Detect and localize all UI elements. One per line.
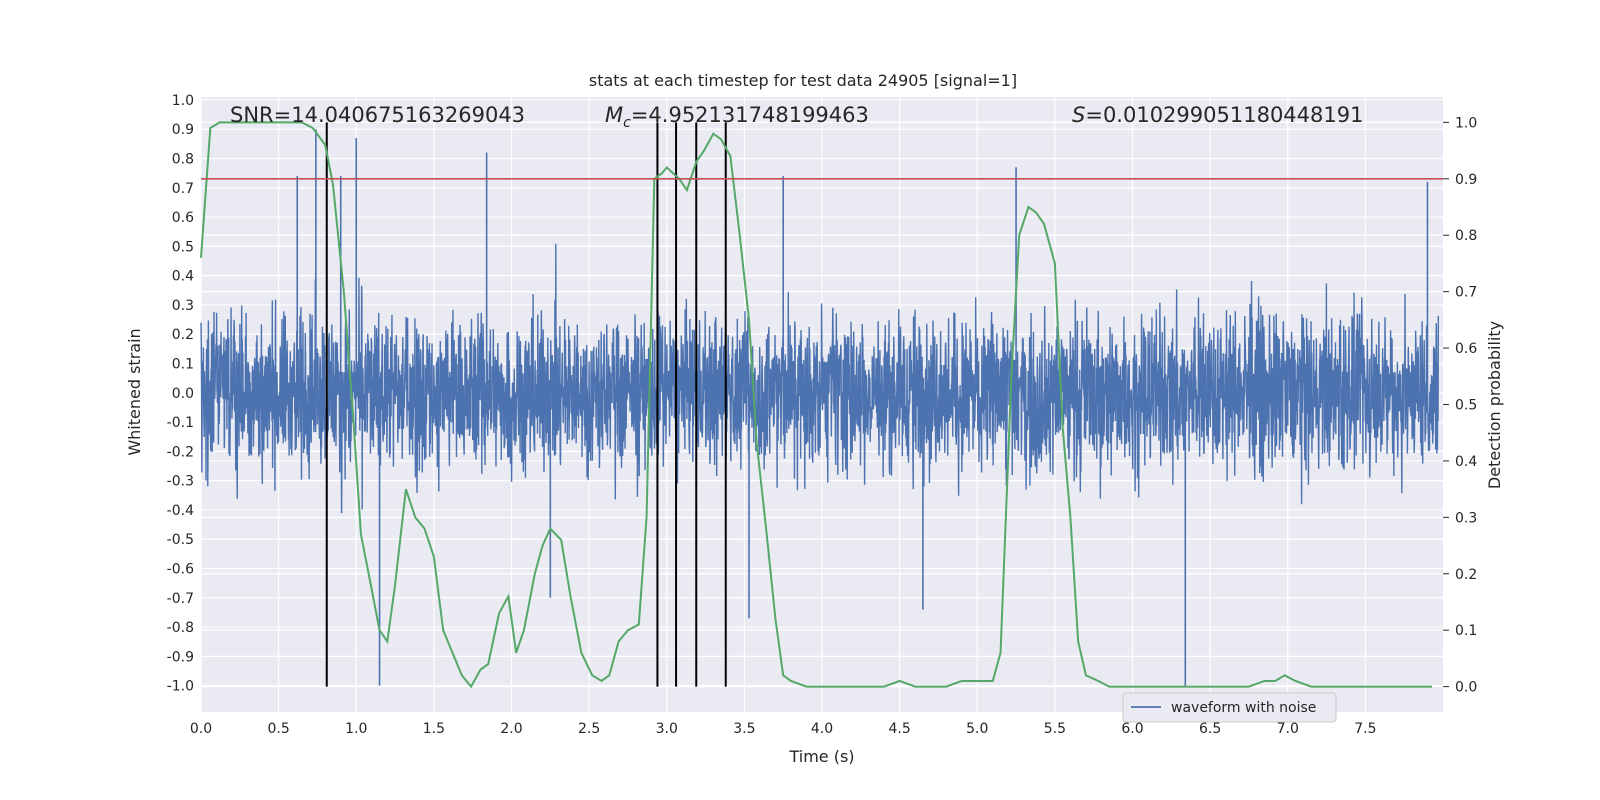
x-axis-label: Time (s)	[788, 747, 854, 766]
x-tick-label: 6.5	[1199, 721, 1221, 737]
y2-tick-label: 0.1	[1455, 623, 1477, 639]
y-tick-label: 0.2	[172, 327, 194, 343]
y-tick-label: 0.6	[172, 210, 194, 226]
x-tick-label: 7.0	[1277, 721, 1299, 737]
x-tick-label: 1.5	[423, 721, 445, 737]
chirp-mass-subscript: c	[623, 115, 631, 131]
y-tick-label: -0.7	[167, 591, 194, 607]
probability-series	[200, 121, 1433, 689]
y-tick-label: 0.9	[172, 122, 194, 138]
y-tick-label: 0.8	[172, 152, 194, 168]
y-tick-label: 1.0	[172, 93, 194, 109]
y-tick-label: 0.3	[172, 298, 194, 314]
chirp-mass-symbol: M	[605, 103, 623, 127]
x-tick-label: 4.5	[888, 721, 910, 737]
y2-tick-label: 0.2	[1455, 567, 1477, 583]
snr-annotation: SNR=14.040675163269043	[230, 103, 525, 127]
x-tick-label: 6.0	[1121, 721, 1143, 737]
x-tick-label: 0.0	[190, 721, 212, 737]
y2-axis-label: Detection probability	[1485, 321, 1504, 489]
y-tick-label: -0.8	[167, 620, 194, 636]
y-tick-label: -0.5	[167, 532, 194, 548]
x-tick-label: 0.5	[267, 721, 289, 737]
x-tick-label: 3.5	[733, 721, 755, 737]
y-tick-label: -0.4	[167, 503, 194, 519]
x-tick-label: 2.5	[578, 721, 600, 737]
vertical-markers	[325, 122, 727, 687]
y-tick-label: 0.1	[172, 357, 194, 373]
y-tick-label: -0.1	[167, 415, 194, 431]
y-tick-label: 0.4	[172, 269, 194, 285]
waveform-line	[200, 243, 1440, 514]
legend-box	[1122, 692, 1337, 723]
y2-tick-label: 0.3	[1455, 510, 1477, 526]
y-tick-label: -0.3	[167, 474, 194, 490]
chart-title: stats at each timestep for test data 249…	[589, 71, 1017, 90]
s-annotation: S=0.010299051180448191	[1072, 103, 1363, 127]
chirp-mass-value: =4.952131748199463	[631, 103, 869, 127]
legend: waveform with noise	[1122, 692, 1337, 723]
y2-tick-label: 0.6	[1455, 341, 1477, 357]
y2-tick-label: 0.9	[1455, 172, 1477, 188]
x-tick-label: 3.0	[656, 721, 678, 737]
y-tick-label: 0.5	[172, 239, 194, 255]
axes: 0.0 0.5 1.0 1.5 2.0 2.5 3.0 3.5 4.0 4.5 5.0 5.5 6.0 6…	[167, 93, 1478, 737]
chirp-mass-annotation: Mc=4.952131748199463	[605, 103, 869, 131]
x-tick-label: 5.0	[966, 721, 988, 737]
y-tick-label: 0.0	[172, 386, 194, 402]
probability-line	[200, 121, 1433, 689]
y2-tick-label: 0.5	[1455, 398, 1477, 414]
legend-entry: waveform with noise	[1171, 700, 1316, 716]
y-tick-label: -0.9	[167, 649, 194, 665]
x-tick-label: 7.5	[1354, 721, 1376, 737]
y-axis-label: Whitened strain	[125, 328, 144, 455]
y-tick-label: -1.0	[167, 679, 194, 695]
x-tick-label: 2.0	[500, 721, 522, 737]
y2-tick-label: 1.0	[1455, 115, 1477, 131]
x-tick-label: 5.5	[1044, 721, 1066, 737]
y2-tick-label: 0.0	[1455, 680, 1477, 696]
y-tick-label: -0.6	[167, 562, 194, 578]
y2-tick-label: 0.4	[1455, 454, 1477, 470]
y2-tick-label: 0.8	[1455, 228, 1477, 244]
s-symbol: S	[1072, 103, 1085, 127]
y-tick-label: 0.7	[172, 181, 194, 197]
y2-tick-label: 0.7	[1455, 285, 1477, 301]
s-value: =0.010299051180448191	[1085, 103, 1363, 127]
y-tick-label: -0.2	[167, 444, 194, 460]
x-tick-label: 1.0	[345, 721, 367, 737]
x-tick-label: 4.0	[811, 721, 833, 737]
